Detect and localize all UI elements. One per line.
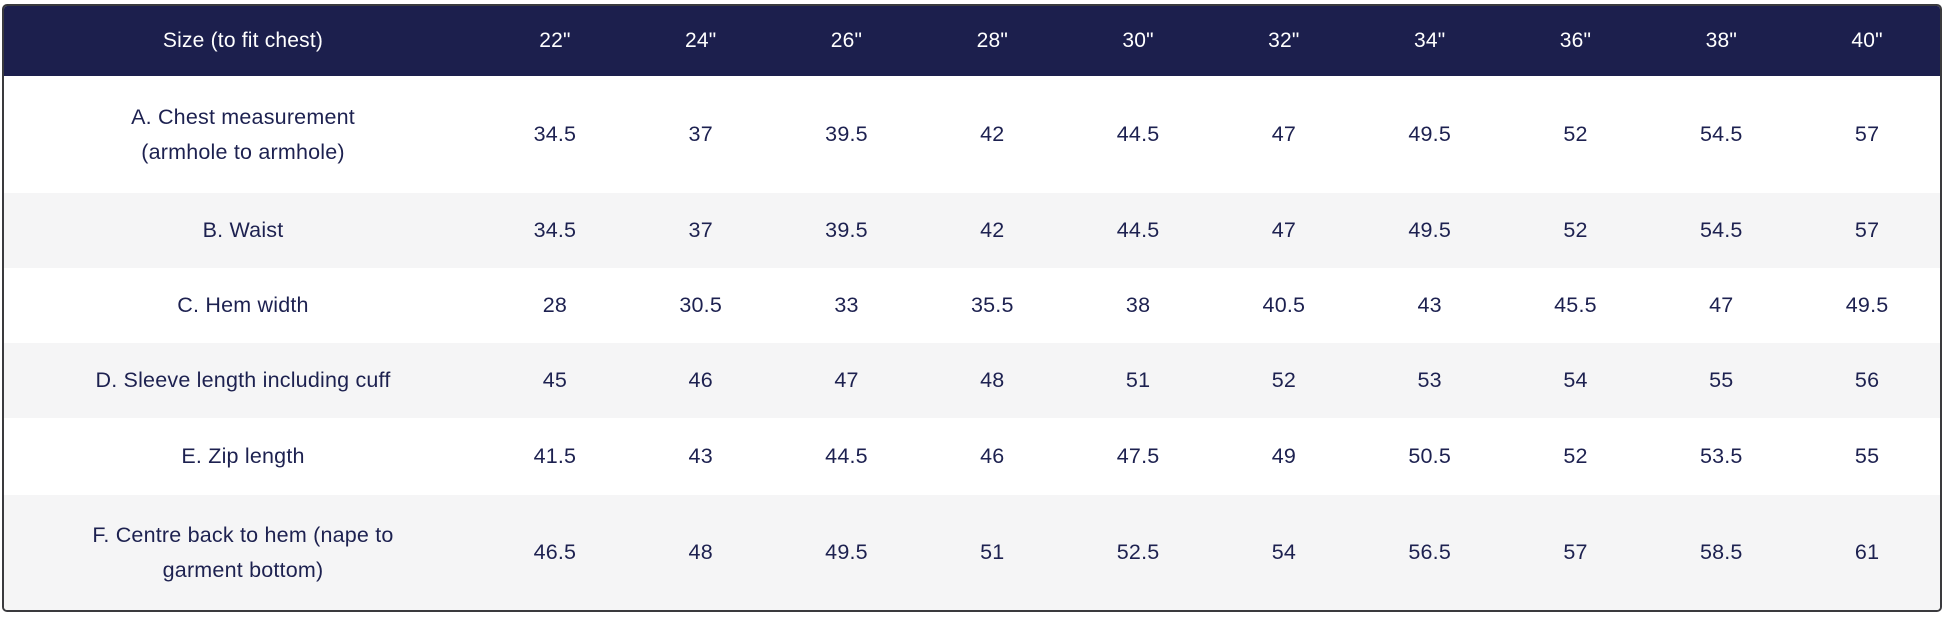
size-cell: 46: [980, 444, 1005, 468]
size-cell: 55: [1648, 343, 1795, 418]
header-size-36: 36": [1502, 6, 1649, 76]
row-label: E. Zip length: [181, 444, 305, 469]
size-cell: 49.5: [1845, 293, 1889, 317]
header-label-size: Size (to fit chest): [4, 6, 482, 76]
size-cell: 56.5: [1356, 495, 1503, 610]
header-size-30: 30": [1065, 6, 1211, 76]
size-chart-table: Size (to fit chest) 22" 24" 26" 28" 30" …: [2, 4, 1942, 612]
size-cell: 47: [1210, 193, 1357, 268]
header-size-34: 34": [1356, 6, 1503, 76]
size-cell: 47.5: [1116, 444, 1160, 468]
size-cell: 54.5: [1699, 122, 1743, 146]
header-size-38: 38": [1648, 6, 1795, 76]
table-row-zip-length: E. Zip length 41.5 43 44.5 46 47.5 49 50…: [4, 418, 1940, 495]
table-row-waist: B. Waist 34.5 37 39.5 42 44.5 47 49.5 52…: [4, 193, 1940, 268]
size-cell: 43: [1417, 293, 1442, 317]
row-label: C. Hem width: [177, 293, 309, 318]
size-cell: 53: [1356, 343, 1503, 418]
size-cell: 52: [1210, 343, 1357, 418]
size-cell: 52: [1563, 122, 1588, 146]
size-cell: 45: [482, 343, 628, 418]
header-size-22: 22": [482, 6, 628, 76]
size-cell: 47: [773, 343, 920, 418]
size-cell: 45.5: [1554, 293, 1597, 317]
size-cell: 46.5: [482, 495, 628, 610]
size-cell: 30.5: [679, 293, 723, 317]
size-cell: 47: [1271, 122, 1297, 146]
size-cell: 42: [919, 193, 1066, 268]
size-cell: 49.5: [773, 495, 920, 610]
header-row: Size (to fit chest) 22" 24" 26" 28" 30" …: [4, 6, 1940, 76]
size-cell: 39.5: [825, 122, 868, 146]
size-cell: 54: [1502, 343, 1649, 418]
size-chart: Size (to fit chest) 22" 24" 26" 28" 30" …: [4, 6, 1940, 610]
size-cell: 41.5: [533, 444, 577, 468]
header-size-28: 28": [919, 6, 1066, 76]
size-cell: 37: [688, 122, 713, 146]
size-cell: 42: [980, 122, 1005, 146]
header-size-26: 26": [773, 6, 920, 76]
size-cell: 38: [1125, 293, 1151, 317]
size-cell: 49: [1271, 444, 1297, 468]
header-size-24: 24": [627, 6, 774, 76]
size-cell: 49.5: [1356, 193, 1503, 268]
table-row-chest: A. Chest measurement (armhole to armhole…: [4, 76, 1940, 193]
row-label: A. Chest measurement (armhole to armhole…: [131, 105, 355, 164]
size-cell: 35.5: [970, 293, 1014, 317]
size-cell: 49.5: [1408, 122, 1451, 146]
row-label: D. Sleeve length including cuff: [4, 343, 482, 418]
size-cell: 52: [1563, 444, 1588, 468]
size-cell: 57: [1502, 495, 1649, 610]
size-cell: 28: [542, 293, 568, 317]
size-cell: 57: [1854, 122, 1880, 146]
table-row-centre-back: F. Centre back to hem (nape to garment b…: [4, 495, 1940, 610]
size-cell: 39.5: [773, 193, 920, 268]
size-cell: 50.5: [1408, 444, 1451, 468]
size-cell: 44.5: [825, 444, 868, 468]
size-cell: 52: [1502, 193, 1649, 268]
size-cell: 34.5: [533, 122, 577, 146]
size-cell: 34.5: [482, 193, 628, 268]
size-cell: 53.5: [1699, 444, 1743, 468]
size-cell: 43: [688, 444, 713, 468]
size-cell: 48: [919, 343, 1066, 418]
size-cell: 61: [1794, 495, 1940, 610]
size-cell: 55: [1854, 444, 1880, 468]
header-size-40: 40": [1794, 6, 1940, 76]
row-label: F. Centre back to hem (nape to garment b…: [4, 495, 482, 610]
size-cell: 54: [1210, 495, 1357, 610]
table-row-hem-width: C. Hem width 28 30.5 33 35.5 38 40.5 43 …: [4, 268, 1940, 343]
row-label: B. Waist: [4, 193, 482, 268]
size-cell: 40.5: [1262, 293, 1306, 317]
size-cell: 37: [627, 193, 774, 268]
size-cell: 57: [1794, 193, 1940, 268]
size-cell: 51: [1065, 343, 1211, 418]
size-cell: 58.5: [1648, 495, 1795, 610]
header-size-32: 32": [1210, 6, 1357, 76]
size-cell: 54.5: [1648, 193, 1795, 268]
size-cell: 48: [627, 495, 774, 610]
size-cell: 44.5: [1116, 122, 1160, 146]
size-cell: 51: [919, 495, 1066, 610]
size-cell: 56: [1794, 343, 1940, 418]
size-cell: 33: [834, 293, 859, 317]
size-cell: 47: [1709, 293, 1734, 317]
table-row-sleeve-length: D. Sleeve length including cuff 45 46 47…: [4, 343, 1940, 418]
size-cell: 44.5: [1065, 193, 1211, 268]
size-cell: 52.5: [1065, 495, 1211, 610]
size-cell: 46: [627, 343, 774, 418]
